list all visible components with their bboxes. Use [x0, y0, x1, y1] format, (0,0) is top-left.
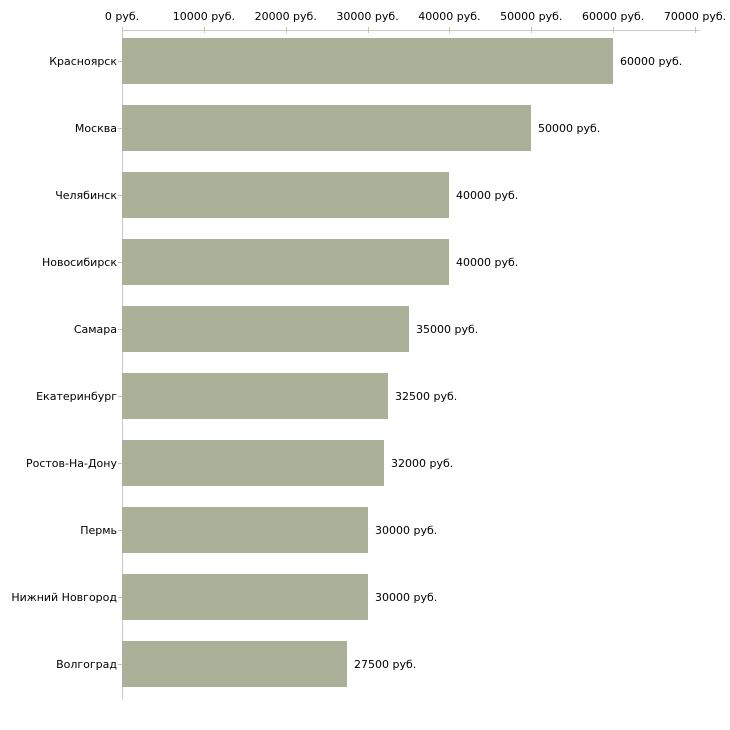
- bar: [122, 373, 388, 419]
- x-axis-tick-label: 20000 руб.: [254, 10, 317, 23]
- x-axis-tick-mark: [449, 27, 451, 33]
- y-axis-tick-mark: [118, 530, 122, 531]
- x-axis-tick-label: 30000 руб.: [336, 10, 399, 23]
- bar: [122, 507, 368, 553]
- value-label: 50000 руб.: [538, 121, 601, 135]
- x-axis-tick-mark: [122, 27, 123, 33]
- category-label: Екатеринбург: [36, 389, 117, 403]
- y-axis-tick-mark: [118, 463, 122, 464]
- bar: [122, 239, 449, 285]
- value-label: 30000 руб.: [375, 523, 438, 537]
- value-label: 30000 руб.: [375, 590, 438, 604]
- bar: [122, 306, 409, 352]
- bar: [122, 574, 368, 620]
- x-axis-tick-mark: [367, 27, 369, 33]
- value-label: 60000 руб.: [620, 54, 683, 68]
- x-axis-tick-mark: [531, 27, 533, 33]
- y-axis-tick-mark: [118, 664, 122, 665]
- bar: [122, 440, 384, 486]
- bar-row: Самара 35000 руб.: [0, 298, 730, 365]
- x-axis-tick-label: 60000 руб.: [582, 10, 645, 23]
- x-axis-tick-mark: [285, 27, 287, 33]
- bar-row: Екатеринбург 32500 руб.: [0, 365, 730, 432]
- value-label: 27500 руб.: [354, 657, 417, 671]
- y-axis-tick-mark: [118, 195, 122, 196]
- x-axis-tick-label: 70000 руб.: [663, 10, 727, 23]
- y-axis-tick-mark: [118, 396, 122, 397]
- y-axis-tick-mark: [118, 61, 122, 62]
- category-label: Челябинск: [55, 188, 117, 202]
- category-label: Пермь: [80, 523, 117, 537]
- bar-row: Нижний Новгород 30000 руб.: [0, 566, 730, 633]
- x-axis-tick-label: 40000 руб.: [418, 10, 481, 23]
- category-label: Самара: [73, 322, 117, 336]
- value-label: 40000 руб.: [456, 255, 519, 269]
- x-axis-tick-mark: [613, 27, 615, 33]
- bar-row: Ростов-На-Дону 32000 руб.: [0, 432, 730, 499]
- category-label: Красноярск: [49, 54, 117, 68]
- x-axis-tick-label: 10000 руб.: [172, 10, 235, 23]
- y-axis-tick-mark: [118, 128, 122, 129]
- bar-row: Красноярск 60000 руб.: [0, 30, 730, 97]
- x-axis-tick-mark: [203, 27, 205, 33]
- bar-row: Москва 50000 руб.: [0, 97, 730, 164]
- value-label: 40000 руб.: [456, 188, 519, 202]
- value-label: 35000 руб.: [416, 322, 479, 336]
- bar-row: Волгоград 27500 руб.: [0, 633, 730, 700]
- y-axis-tick-mark: [118, 597, 122, 598]
- x-axis-line: [122, 30, 700, 31]
- x-axis-tick-label: 0 руб.: [104, 10, 140, 23]
- bar-row: Челябинск 40000 руб.: [0, 164, 730, 231]
- bar: [122, 172, 449, 218]
- bar-row: Пермь 30000 руб.: [0, 499, 730, 566]
- x-axis-tick-label: 50000 руб.: [500, 10, 563, 23]
- y-axis-tick-mark: [118, 329, 122, 330]
- category-label: Ростов-На-Дону: [25, 456, 117, 470]
- category-label: Москва: [74, 121, 117, 135]
- y-axis-line: [122, 30, 123, 700]
- bar: [122, 105, 531, 151]
- bar-row: Новосибирск 40000 руб.: [0, 231, 730, 298]
- category-label: Нижний Новгород: [11, 590, 117, 604]
- value-label: 32000 руб.: [391, 456, 454, 470]
- bar: [122, 38, 613, 84]
- bar: [122, 641, 347, 687]
- category-label: Новосибирск: [41, 255, 117, 269]
- x-axis-tick-mark: [695, 27, 696, 33]
- y-axis-tick-mark: [118, 262, 122, 263]
- category-label: Волгоград: [56, 657, 117, 671]
- value-label: 32500 руб.: [395, 389, 458, 403]
